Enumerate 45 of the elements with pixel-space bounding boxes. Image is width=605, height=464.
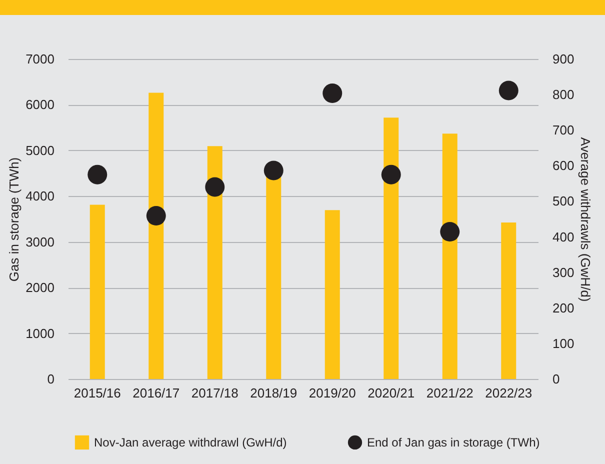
x-tick-label: 2019/20: [308, 386, 356, 400]
bar: [90, 204, 105, 379]
x-tick-label: 2015/16: [74, 386, 121, 400]
x-tick-label: 2017/18: [191, 386, 238, 400]
bar: [384, 118, 399, 379]
x-tick-label: 2020/21: [368, 386, 415, 400]
y2-tick-label: 0: [552, 372, 560, 386]
point: [205, 177, 225, 197]
y2-tick-label: 600: [552, 158, 574, 174]
y-tick-label: 6000: [26, 97, 54, 112]
point: [322, 84, 342, 104]
point: [88, 164, 108, 184]
y-tick-label: 7000: [26, 52, 54, 66]
point: [146, 206, 166, 226]
y2-tick-label: 200: [552, 300, 574, 316]
x-tick-label: 2018/19: [250, 386, 298, 400]
legend-label: End of Jan gas in storage (TWh): [367, 435, 540, 450]
y2-axis-title: Average withdrawls (GwH/d): [578, 137, 594, 302]
y2-tick-label: 500: [552, 194, 574, 209]
y2-tick-label: 900: [552, 52, 574, 66]
y-axis-title: Gas in storage (TWh): [6, 157, 22, 282]
y-tick-label: 5000: [26, 142, 54, 158]
bar: [501, 222, 516, 379]
point: [498, 80, 518, 100]
y-tick-label: 4000: [26, 188, 54, 204]
point: [381, 164, 401, 184]
x-tick-label: 2021/22: [426, 386, 474, 400]
y2-tick-label: 400: [552, 229, 574, 244]
bar: [324, 210, 340, 379]
legend-label: Nov-Jan average withdrawl (GwH/d): [94, 435, 287, 450]
bar: [442, 134, 458, 379]
y-tick-label: 3000: [26, 234, 54, 250]
x-tick-label: 2022/23: [485, 386, 532, 400]
point: [440, 222, 460, 242]
y-tick-label: 1000: [26, 326, 54, 341]
bar: [148, 92, 164, 379]
y-tick-label: 0: [47, 372, 54, 386]
y2-tick-label: 100: [552, 336, 574, 351]
point: [264, 160, 284, 180]
y2-tick-label: 700: [552, 122, 574, 138]
x-tick-label: 2016/17: [132, 386, 180, 400]
y2-tick-label: 300: [552, 264, 574, 280]
bar: [207, 146, 222, 379]
y-tick-label: 2000: [26, 280, 54, 296]
y2-tick-label: 800: [552, 87, 574, 102]
